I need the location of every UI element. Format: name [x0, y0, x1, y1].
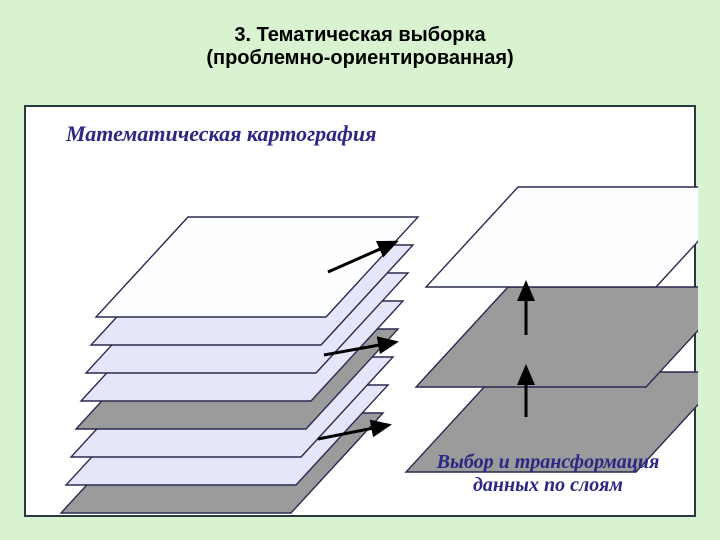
title-line-2: (проблемно-ориентированная): [206, 47, 513, 69]
slide-title: 3. Тематическая выборка (проблемно-ориен…: [0, 24, 720, 70]
panel-caption: Выбор и трансформация данных по слоям: [406, 451, 690, 497]
diagram-panel: Математическая картография Выбор и транс…: [24, 105, 696, 517]
slide-canvas: 3. Тематическая выборка (проблемно-ориен…: [0, 0, 720, 540]
layer-tile: [416, 287, 698, 387]
caption-line-1: Выбор и трансформация: [437, 451, 660, 473]
caption-line-2: данных по слоям: [473, 474, 623, 496]
layer-tile: [426, 187, 698, 287]
title-line-1: 3. Тематическая выборка: [234, 24, 485, 46]
